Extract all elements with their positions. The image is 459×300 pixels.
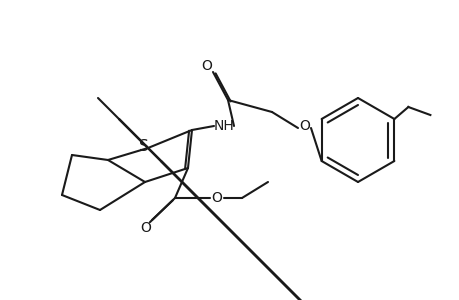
Text: O: O — [140, 221, 151, 235]
Text: O: O — [211, 191, 222, 205]
Text: O: O — [299, 119, 310, 133]
Text: O: O — [201, 59, 212, 73]
Text: S: S — [139, 139, 149, 154]
Text: NH: NH — [213, 119, 234, 133]
